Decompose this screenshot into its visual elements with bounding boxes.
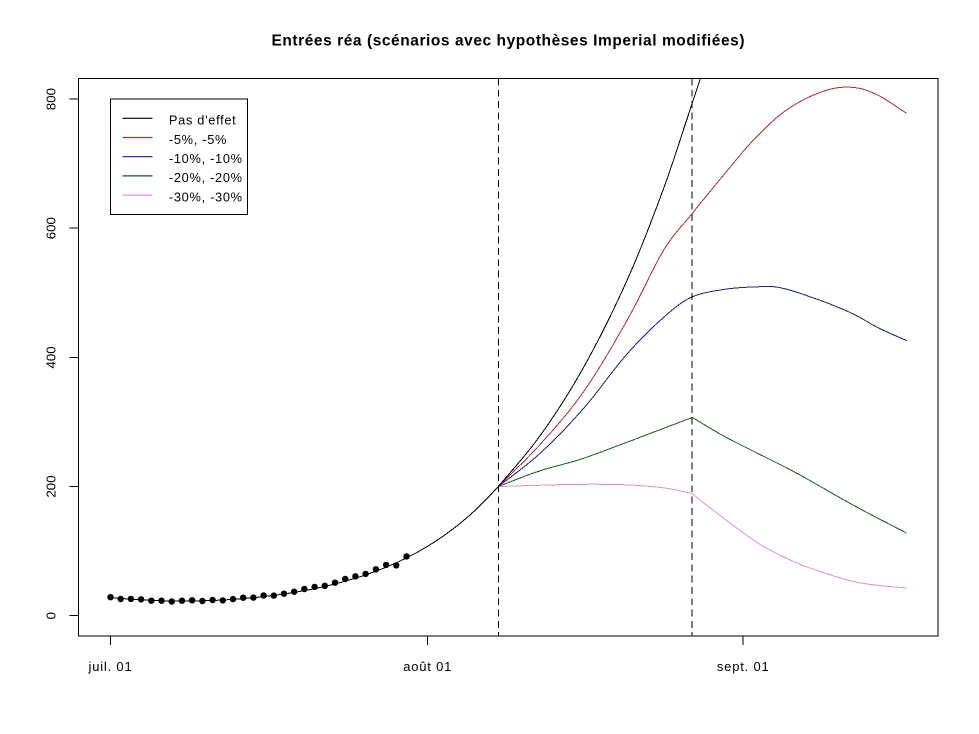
svg-text:-5%, -5%: -5%, -5% [169,132,227,147]
svg-text:200: 200 [44,475,59,497]
svg-text:Entrées réa (scénarios avec hy: Entrées réa (scénarios avec hypothèses I… [272,33,746,50]
svg-text:400: 400 [44,346,59,368]
svg-text:juil. 01: juil. 01 [88,659,133,674]
svg-text:800: 800 [44,88,59,110]
svg-text:0: 0 [44,612,59,619]
svg-text:août 01: août 01 [403,659,452,674]
svg-text:600: 600 [44,217,59,239]
svg-text:-10%, -10%: -10%, -10% [169,151,243,166]
svg-text:sept. 01: sept. 01 [717,659,770,674]
svg-text:-30%, -30%: -30%, -30% [169,189,243,204]
svg-text:Pas d'effet: Pas d'effet [169,113,237,128]
svg-text:-20%, -20%: -20%, -20% [169,170,243,185]
